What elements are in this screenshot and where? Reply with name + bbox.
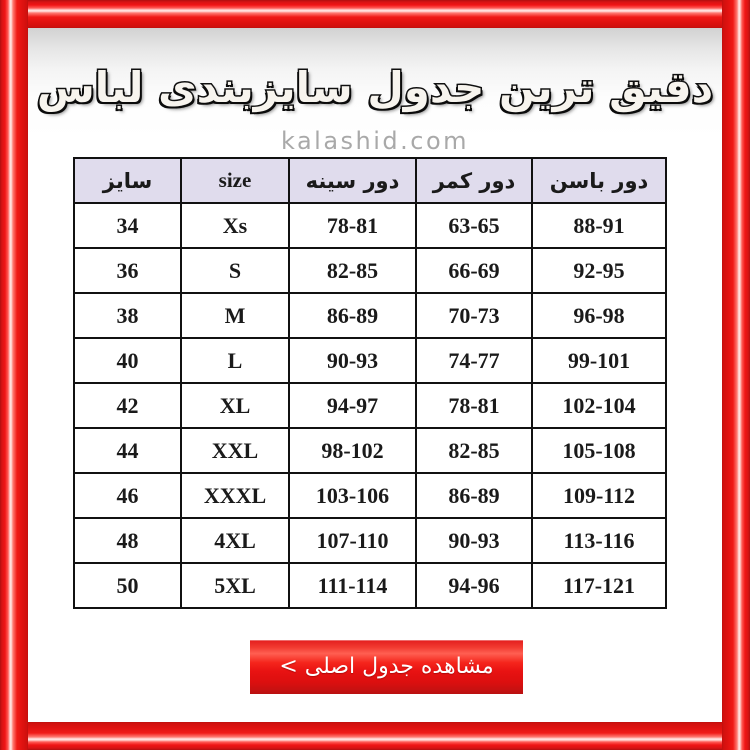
table-row: 92-95 66-69 82-85 S 36 <box>73 247 667 294</box>
cell-hip: 102-104 <box>531 382 667 429</box>
cell-bust: 90-93 <box>288 337 417 384</box>
cell-waist: 82-85 <box>415 427 533 474</box>
cell-hip: 96-98 <box>531 292 667 339</box>
cell-number: 40 <box>73 337 182 384</box>
cell-hip: 105-108 <box>531 427 667 474</box>
cell-waist: 94-96 <box>415 562 533 609</box>
cell-waist: 90-93 <box>415 517 533 564</box>
cell-hip: 113-116 <box>531 517 667 564</box>
cell-size: XXXL <box>180 472 290 519</box>
table-header-row: دور باسن دور کمر دور سینه size سایز <box>73 157 667 204</box>
table-row: 105-108 82-85 98-102 XXL 44 <box>73 427 667 474</box>
cell-waist: 63-65 <box>415 202 533 249</box>
cell-bust: 86-89 <box>288 292 417 339</box>
cell-number: 44 <box>73 427 182 474</box>
column-header-bust: دور سینه <box>288 157 417 204</box>
column-header-size: size <box>180 157 290 204</box>
cell-size: XXL <box>180 427 290 474</box>
cell-waist: 70-73 <box>415 292 533 339</box>
cell-waist: 86-89 <box>415 472 533 519</box>
cell-number: 34 <box>73 202 182 249</box>
table-row: 88-91 63-65 78-81 Xs 34 <box>73 202 667 249</box>
site-watermark: kalashid.com <box>280 127 470 155</box>
cell-bust: 82-85 <box>288 247 417 294</box>
cell-hip: 99-101 <box>531 337 667 384</box>
table-header: دور باسن دور کمر دور سینه size سایز <box>73 157 667 204</box>
cell-bust: 107-110 <box>288 517 417 564</box>
cell-size: S <box>180 247 290 294</box>
page-title: دقیق ترین جدول سایزبندی لباس <box>35 62 714 114</box>
column-header-number: سایز <box>73 157 182 204</box>
table-row: 109-112 86-89 103-106 XXXL 46 <box>73 472 667 519</box>
table-row: 117-121 94-96 111-114 5XL 50 <box>73 562 667 609</box>
cell-number: 46 <box>73 472 182 519</box>
cell-size: 4XL <box>180 517 290 564</box>
cell-waist: 78-81 <box>415 382 533 429</box>
cell-hip: 88-91 <box>531 202 667 249</box>
cell-bust: 94-97 <box>288 382 417 429</box>
cell-hip: 117-121 <box>531 562 667 609</box>
table-row: 96-98 70-73 86-89 M 38 <box>73 292 667 339</box>
cell-waist: 74-77 <box>415 337 533 384</box>
cell-size: 5XL <box>180 562 290 609</box>
column-header-hip: دور باسن <box>531 157 667 204</box>
table-body: 88-91 63-65 78-81 Xs 34 92-95 66-69 82-8… <box>73 202 667 609</box>
table-row: 102-104 78-81 94-97 XL 42 <box>73 382 667 429</box>
content-canvas: دقیق ترین جدول سایزبندی لباس kalashid.co… <box>28 28 722 722</box>
cell-bust: 98-102 <box>288 427 417 474</box>
cell-bust: 78-81 <box>288 202 417 249</box>
table-row: 113-116 90-93 107-110 4XL 48 <box>73 517 667 564</box>
cell-number: 36 <box>73 247 182 294</box>
clothing-size-table: دور باسن دور کمر دور سینه size سایز 88-9… <box>73 157 667 609</box>
cell-number: 48 <box>73 517 182 564</box>
table-row: 99-101 74-77 90-93 L 40 <box>73 337 667 384</box>
view-original-table-button[interactable]: مشاهده جدول اصلی > <box>250 640 523 694</box>
cell-number: 50 <box>73 562 182 609</box>
cell-size: M <box>180 292 290 339</box>
cell-hip: 92-95 <box>531 247 667 294</box>
cell-size: XL <box>180 382 290 429</box>
cell-bust: 103-106 <box>288 472 417 519</box>
cell-number: 42 <box>73 382 182 429</box>
cell-size: Xs <box>180 202 290 249</box>
cell-waist: 66-69 <box>415 247 533 294</box>
cell-hip: 109-112 <box>531 472 667 519</box>
column-header-waist: دور کمر <box>415 157 533 204</box>
cell-bust: 111-114 <box>288 562 417 609</box>
cell-number: 38 <box>73 292 182 339</box>
cell-size: L <box>180 337 290 384</box>
